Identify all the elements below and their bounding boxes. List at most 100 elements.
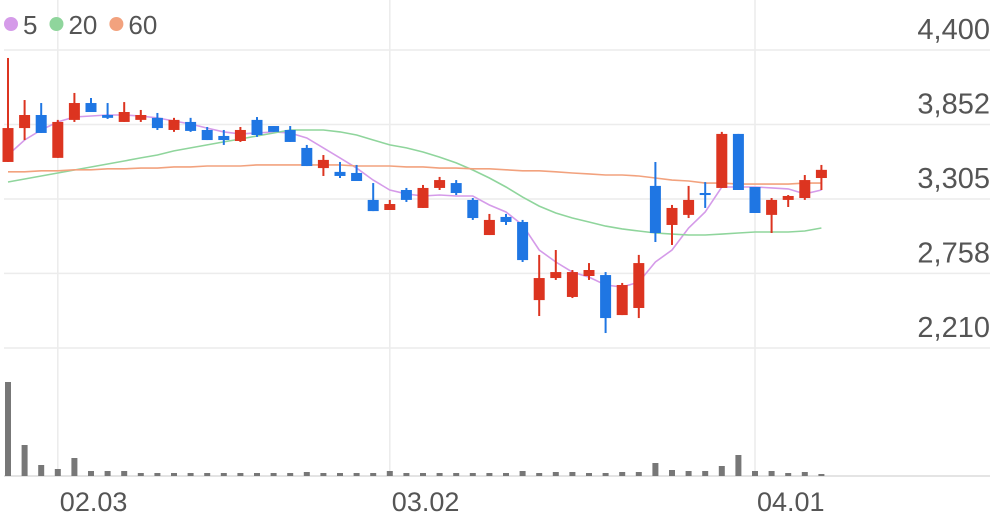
- legend-swatch: [49, 17, 64, 31]
- volume-bar: [54, 469, 61, 476]
- labels: 4,400 3,852 3,305 2,758 2,210 02.03 03.02 04.01…: [4, 10, 990, 517]
- candle-body: [467, 199, 479, 219]
- volume-bar: [735, 455, 742, 476]
- candle-body: [334, 171, 346, 176]
- candle-body: [102, 115, 114, 118]
- candle-body: [35, 115, 47, 133]
- volume-bar: [519, 471, 526, 476]
- candle-body: [118, 112, 130, 122]
- candle-body: [2, 128, 14, 162]
- legend-swatch: [109, 17, 124, 31]
- volume-bar: [718, 466, 725, 476]
- volume-bar: [353, 473, 360, 476]
- candle-body: [633, 263, 645, 308]
- volume-bar: [88, 471, 94, 476]
- candle-body: [732, 133, 744, 190]
- candle-body: [649, 185, 661, 233]
- y-tick-label: 3,852: [917, 89, 990, 121]
- x-tick-label: 04.01: [757, 487, 825, 517]
- candle-body: [68, 103, 80, 120]
- volume-bar: [669, 470, 675, 476]
- y-tick-label: 3,305: [917, 163, 990, 195]
- candle-body: [85, 103, 97, 113]
- volume-bar: [619, 472, 626, 476]
- volume-bar: [287, 473, 294, 476]
- candle-body: [600, 275, 612, 319]
- legend-label: 20: [68, 10, 97, 40]
- candle-body: [566, 272, 578, 297]
- candle-body: [749, 186, 761, 213]
- candle-body: [185, 121, 197, 131]
- candle-body: [384, 204, 396, 210]
- volume-bar: [602, 473, 609, 476]
- candle-body: [218, 135, 230, 141]
- volume-bar: [370, 473, 377, 476]
- x-tick-label: 03.02: [392, 487, 460, 517]
- volume-bar: [469, 473, 476, 476]
- candles: [2, 57, 827, 334]
- volume-bar: [768, 471, 775, 476]
- moving-averages: [7, 114, 822, 288]
- volume-bar: [752, 471, 758, 476]
- volume-bar: [635, 472, 642, 476]
- legend-swatch: [4, 17, 18, 31]
- volume-bar: [702, 471, 709, 476]
- volume-bar: [5, 382, 11, 476]
- candle-body: [699, 192, 711, 196]
- ma-line: [8, 164, 822, 185]
- volume-bar: [204, 473, 211, 476]
- legend-label: 60: [128, 10, 157, 40]
- volume-bar: [137, 473, 144, 476]
- candle-body: [201, 129, 213, 141]
- candle-body: [251, 119, 263, 136]
- candle-body: [151, 117, 163, 129]
- candle-body: [450, 183, 462, 193]
- volume-bar: [652, 463, 659, 476]
- candle-body: [168, 119, 180, 130]
- candle-body: [500, 216, 512, 222]
- volume-bar: [685, 471, 692, 476]
- candle-body: [616, 284, 628, 316]
- volume-bar: [486, 473, 493, 476]
- candle-body: [666, 207, 678, 225]
- candle-body: [135, 115, 147, 120]
- candle-body: [367, 199, 379, 212]
- grid: [4, 0, 990, 477]
- candle-body: [52, 121, 64, 158]
- volume-bar: [552, 472, 559, 476]
- candle-body: [782, 195, 794, 200]
- volume-bar: [536, 473, 543, 476]
- volume-bar: [386, 471, 393, 476]
- y-tick-label: 2,758: [917, 237, 990, 269]
- candle-body: [683, 199, 695, 215]
- volume-bar: [38, 465, 45, 476]
- volume-bar: [187, 473, 194, 476]
- volume-bar: [320, 473, 327, 476]
- candle-body: [799, 180, 811, 199]
- candle-body: [815, 169, 827, 179]
- volume-bar: [71, 458, 78, 476]
- volume-bar: [818, 474, 825, 476]
- volume-bar: [154, 473, 161, 476]
- candle-body: [234, 129, 246, 141]
- volume-bar: [453, 473, 460, 476]
- candle-body: [583, 270, 595, 277]
- ma-line: [7, 114, 822, 288]
- volume-bar: [337, 473, 343, 476]
- candle-body: [317, 159, 329, 169]
- candle-body: [550, 272, 562, 279]
- volume-bar: [503, 473, 509, 476]
- volume-bar: [21, 445, 28, 476]
- volume-bar: [436, 473, 443, 476]
- candle-body: [351, 172, 363, 182]
- candle-body: [268, 126, 280, 132]
- volume-bar: [254, 473, 260, 476]
- volume-bar: [220, 473, 227, 476]
- candle-body: [766, 199, 778, 215]
- candle-body: [400, 189, 412, 200]
- volume-bar: [121, 471, 128, 476]
- candle-body: [284, 129, 296, 142]
- candle-body: [716, 133, 728, 188]
- volume-bar: [303, 472, 310, 476]
